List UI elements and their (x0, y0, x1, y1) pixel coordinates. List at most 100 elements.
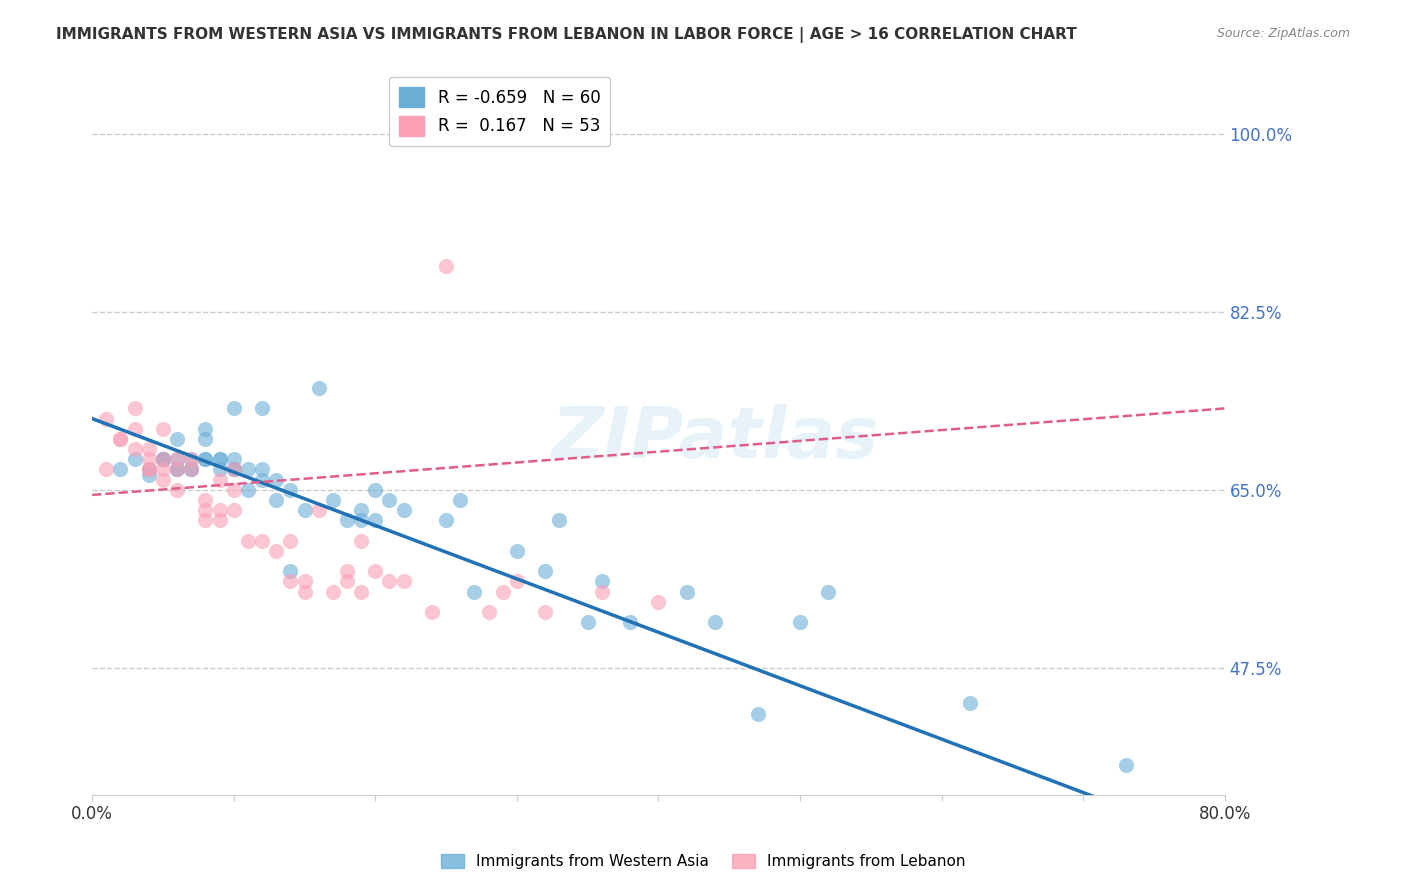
Point (280, 533, 302, 548)
Point (308, 381, 330, 395)
Point (591, 584, 613, 599)
Point (294, 503, 316, 517)
Point (434, 513, 457, 527)
Point (222, 462, 245, 476)
Point (208, 452, 231, 467)
Point (194, 422, 217, 436)
Point (280, 574, 302, 589)
Text: ZIPatlas: ZIPatlas (551, 404, 879, 474)
Point (222, 401, 245, 416)
Point (194, 513, 217, 527)
Point (378, 574, 401, 589)
Point (166, 483, 188, 497)
Point (236, 462, 259, 476)
Point (308, 503, 330, 517)
Point (364, 564, 387, 578)
Point (350, 584, 373, 599)
Point (350, 513, 373, 527)
Point (152, 452, 174, 467)
Point (166, 452, 188, 467)
Point (350, 503, 373, 517)
Legend: Immigrants from Western Asia, Immigrants from Lebanon: Immigrants from Western Asia, Immigrants… (434, 848, 972, 875)
Point (138, 452, 160, 467)
Point (166, 462, 188, 476)
Point (152, 473, 174, 487)
Point (420, 605, 443, 619)
Point (152, 422, 174, 436)
Point (264, 544, 287, 558)
Point (336, 574, 359, 589)
Point (194, 503, 217, 517)
Point (534, 564, 557, 578)
Point (208, 462, 231, 476)
Point (124, 401, 146, 416)
Point (506, 574, 529, 589)
Point (138, 462, 160, 476)
Point (492, 584, 515, 599)
Point (138, 462, 160, 476)
Point (236, 483, 259, 497)
Point (434, 259, 457, 273)
Point (364, 483, 387, 497)
Point (166, 432, 188, 446)
Point (180, 452, 202, 467)
Point (222, 483, 245, 497)
Point (704, 615, 727, 629)
Point (124, 442, 146, 457)
Point (124, 422, 146, 436)
Point (110, 462, 132, 476)
Point (194, 452, 217, 467)
Point (280, 564, 302, 578)
Point (378, 493, 401, 508)
Point (789, 615, 811, 629)
Point (619, 615, 641, 629)
Point (180, 452, 202, 467)
Point (152, 452, 174, 467)
Point (477, 605, 499, 619)
Point (222, 462, 245, 476)
Point (534, 605, 557, 619)
Point (449, 493, 471, 508)
Point (336, 564, 359, 578)
Point (548, 513, 571, 527)
Point (166, 452, 188, 467)
Point (180, 462, 202, 476)
Point (166, 462, 188, 476)
Point (138, 467, 160, 482)
Point (463, 584, 485, 599)
Text: IMMIGRANTS FROM WESTERN ASIA VS IMMIGRANTS FROM LEBANON IN LABOR FORCE | AGE > 1: IMMIGRANTS FROM WESTERN ASIA VS IMMIGRAN… (56, 27, 1077, 43)
Point (194, 452, 217, 467)
Point (222, 462, 245, 476)
Point (208, 503, 231, 517)
Point (817, 584, 839, 599)
Point (392, 503, 415, 517)
Point (250, 473, 273, 487)
Point (280, 483, 302, 497)
Point (591, 574, 613, 589)
Point (180, 462, 202, 476)
Legend: R = -0.659   N = 60, R =  0.167   N = 53: R = -0.659 N = 60, R = 0.167 N = 53 (389, 77, 610, 146)
Point (294, 574, 316, 589)
Point (124, 452, 146, 467)
Point (166, 462, 188, 476)
Point (180, 462, 202, 476)
Point (675, 584, 697, 599)
Point (647, 595, 669, 609)
Point (264, 473, 287, 487)
Point (194, 493, 217, 508)
Point (747, 706, 769, 721)
Point (294, 584, 316, 599)
Point (350, 533, 373, 548)
Point (322, 493, 344, 508)
Point (1115, 757, 1137, 772)
Point (236, 533, 259, 548)
Point (96, 411, 118, 425)
Point (250, 533, 273, 548)
Point (364, 513, 387, 527)
Point (110, 432, 132, 446)
Point (208, 473, 231, 487)
Point (392, 574, 415, 589)
Point (959, 697, 981, 711)
Point (152, 452, 174, 467)
Point (110, 432, 132, 446)
